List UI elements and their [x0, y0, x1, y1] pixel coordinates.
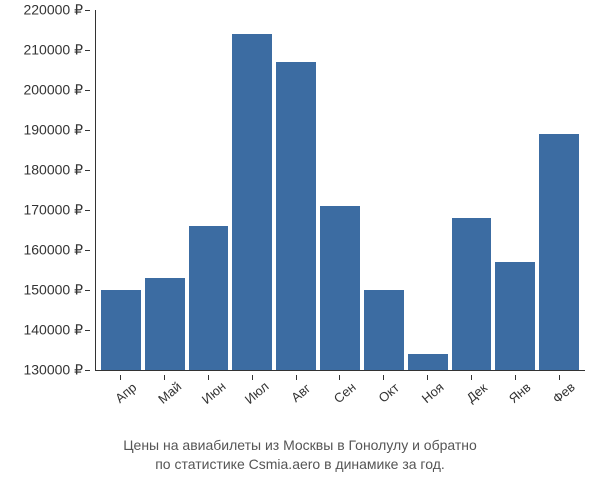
y-tick [85, 90, 90, 91]
bars-group [95, 10, 585, 370]
plot-area [95, 10, 585, 370]
x-axis-label: Ноя [412, 374, 452, 411]
bar [408, 354, 448, 370]
bar [145, 278, 185, 370]
bar [539, 134, 579, 370]
bar [364, 290, 404, 370]
y-tick [85, 10, 90, 11]
x-axis-label: Июл [237, 374, 277, 411]
y-axis-label: 130000 ₽ [23, 362, 83, 379]
y-tick [85, 130, 90, 131]
y-axis-label: 150000 ₽ [23, 282, 83, 299]
bar [189, 226, 229, 370]
y-tick [85, 210, 90, 211]
y-axis-label: 210000 ₽ [23, 42, 83, 59]
y-axis-label: 180000 ₽ [23, 162, 83, 179]
caption-line-1: Цены на авиабилеты из Москвы в Гонолулу … [123, 437, 477, 453]
bar [101, 290, 141, 370]
x-axis-label: Янв [500, 374, 540, 411]
bar [320, 206, 360, 370]
chart-caption: Цены на авиабилеты из Москвы в Гонолулу … [0, 436, 600, 475]
bar [232, 34, 272, 370]
y-axis-label: 190000 ₽ [23, 122, 83, 139]
x-axis-line [95, 370, 585, 371]
chart-container: 130000 ₽ 140000 ₽ 150000 ₽ 160000 ₽ 170000 ₽… [0, 0, 600, 500]
x-axis-label: Авг [281, 374, 321, 411]
y-tick [85, 170, 90, 171]
x-axis-label: Июн [193, 374, 233, 411]
x-axis-label: Фев [544, 374, 584, 411]
y-tick [85, 290, 90, 291]
y-axis-label: 160000 ₽ [23, 242, 83, 259]
y-tick [85, 370, 90, 371]
x-axis-label: Окт [369, 374, 409, 411]
bar [495, 262, 535, 370]
x-axis-label: Апр [106, 374, 146, 411]
y-axis-label: 170000 ₽ [23, 202, 83, 219]
y-axis-label: 200000 ₽ [23, 82, 83, 99]
x-axis-label: Сен [325, 374, 365, 411]
bar [452, 218, 492, 370]
x-axis: АпрМайИюнИюлАвгСенОктНояДекЯнвФев [95, 375, 585, 435]
x-axis-label: Дек [456, 374, 496, 411]
y-tick [85, 330, 90, 331]
x-axis-label: Май [149, 374, 189, 411]
x-labels: АпрМайИюнИюлАвгСенОктНояДекЯнвФев [95, 375, 585, 390]
y-axis-label: 140000 ₽ [23, 322, 83, 339]
y-tick [85, 50, 90, 51]
y-axis: 130000 ₽140000 ₽150000 ₽160000 ₽170000 ₽… [0, 10, 90, 370]
y-axis-label: 220000 ₽ [23, 2, 83, 19]
bar [276, 62, 316, 370]
y-tick [85, 250, 90, 251]
caption-line-2: по статистике Csmia.aero в динамике за г… [155, 456, 445, 472]
